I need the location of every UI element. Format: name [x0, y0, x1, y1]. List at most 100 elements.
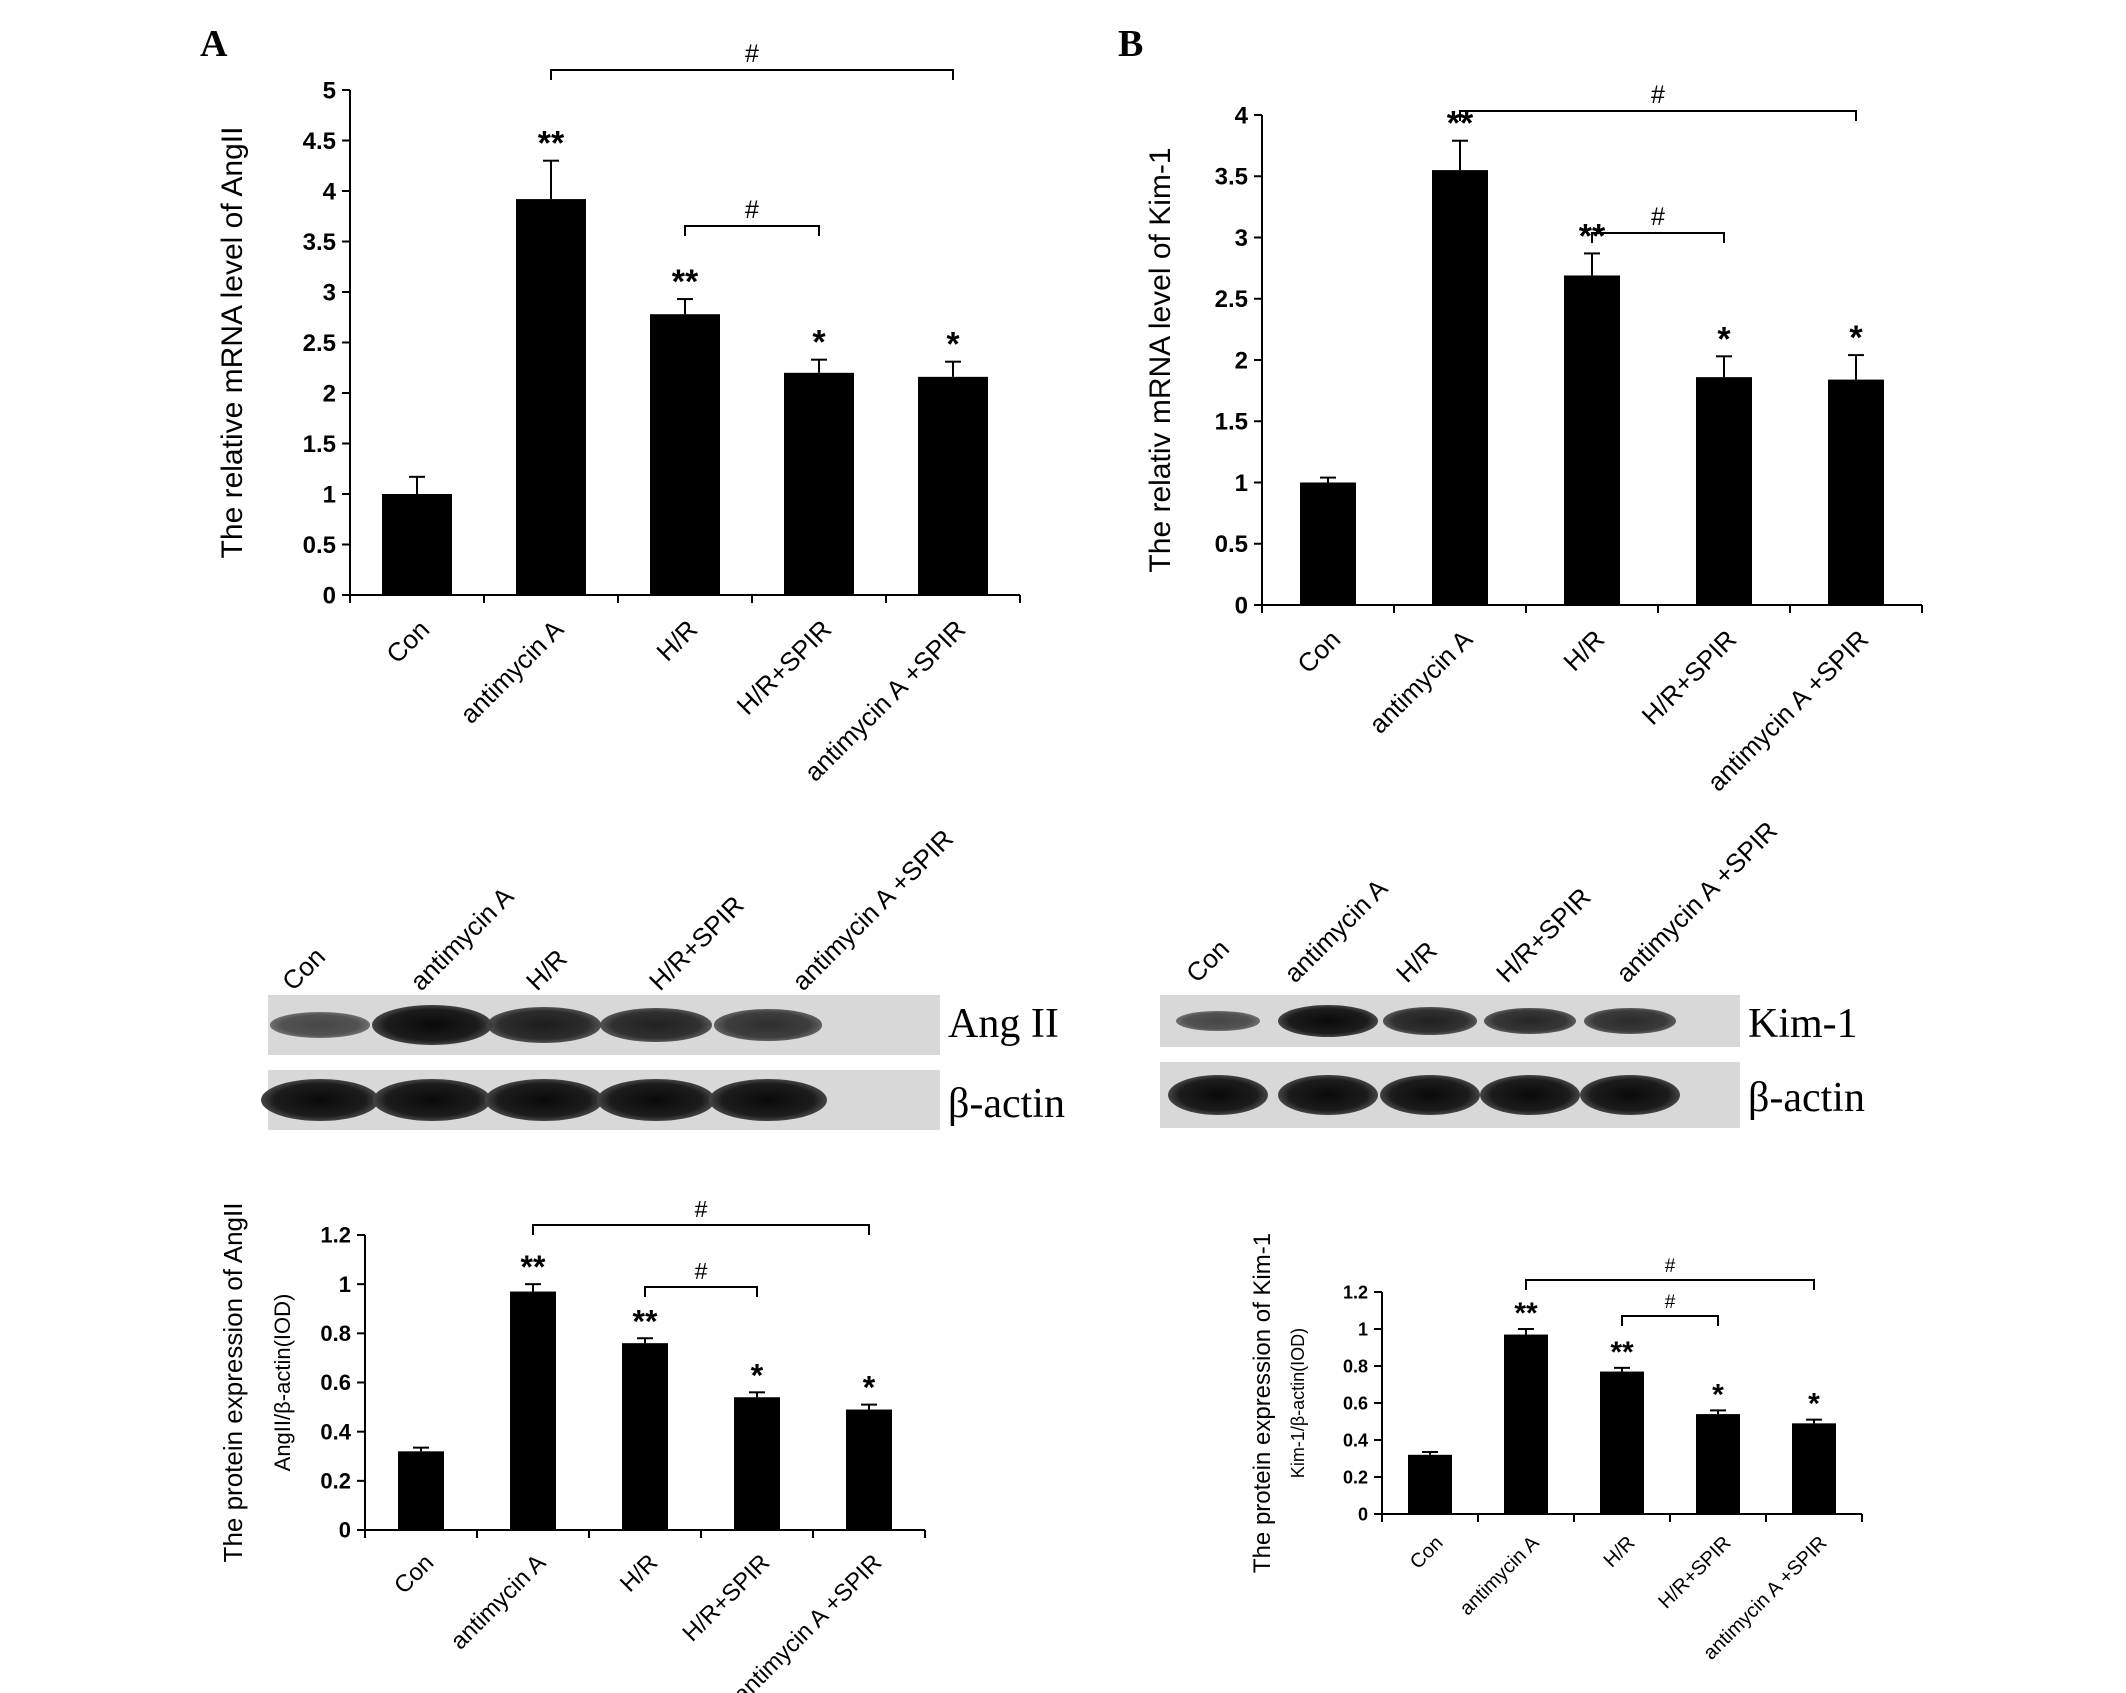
x-tick-label: H/R: [1557, 624, 1610, 677]
significance-bracket: [1621, 1315, 1719, 1326]
y-axis-subtitle: AngII/β-actin(IOD): [270, 1294, 295, 1472]
bracket-label: #: [1665, 1292, 1676, 1313]
significance-bracket: [644, 1286, 758, 1297]
y-tick-label: 1: [323, 481, 336, 508]
bar: [1696, 1414, 1740, 1514]
blot-a-label-beta-actin: β-actin: [948, 1081, 1065, 1127]
significance-bracket: [684, 225, 820, 236]
bar: [1600, 1371, 1644, 1514]
y-tick-label: 4: [323, 178, 337, 205]
significance-mark: *: [812, 324, 826, 362]
significance-mark: **: [1514, 1297, 1538, 1330]
blot-band: [597, 1079, 715, 1121]
y-tick-label: 0.6: [1343, 1393, 1368, 1413]
blot-b-lane-label: Con: [1180, 933, 1236, 989]
blot-band: [709, 1079, 827, 1121]
significance-mark: **: [672, 263, 699, 301]
blot-band: [1176, 1010, 1260, 1032]
blot-band: [1480, 1075, 1580, 1115]
bar: [1696, 377, 1752, 605]
panel-letter-b: B: [1118, 23, 1144, 65]
bracket-label: #: [1651, 203, 1665, 231]
blot-band: [373, 1079, 491, 1121]
significance-mark: *: [751, 1357, 764, 1393]
significance-mark: **: [521, 1249, 546, 1285]
blot-a-lane-label: H/R: [520, 943, 573, 997]
bar: [510, 1291, 556, 1530]
significance-mark: **: [538, 125, 565, 163]
y-tick-label: 0.8: [320, 1321, 351, 1346]
significance-bracket: [1525, 1279, 1815, 1290]
x-tick-label: H/R: [1600, 1532, 1640, 1572]
bracket-label: #: [745, 40, 759, 68]
blot-band: [1380, 1075, 1480, 1115]
significance-mark: *: [946, 326, 960, 364]
chart-a-protein: 0 0.2 0.4 0.6 0.8 1 1.2 Con ** antimycin A ** H/R * H…: [218, 1196, 926, 1693]
y-tick-label: 3.5: [1215, 164, 1248, 191]
y-tick-label: 0.6: [320, 1370, 351, 1395]
blot-band: [1580, 1075, 1680, 1115]
y-tick-label: 1.5: [303, 431, 336, 458]
y-tick-label: 5: [323, 77, 336, 104]
blot-band: [487, 1007, 601, 1043]
y-tick-label: 2.5: [303, 330, 336, 357]
bracket-label: #: [1651, 81, 1665, 109]
y-tick-label: 4: [1235, 102, 1249, 129]
bar: [1408, 1454, 1452, 1514]
bracket-label: #: [695, 1258, 708, 1284]
y-tick-label: 2.5: [1215, 286, 1248, 313]
blot-band: [1278, 1075, 1378, 1115]
y-axis-title: The relative mRNA level of AngII: [216, 127, 249, 559]
blot-band: [269, 1012, 371, 1038]
significance-mark: *: [863, 1370, 876, 1406]
significance-bracket: [1459, 110, 1857, 121]
y-tick-label: 3: [323, 279, 336, 306]
significance-mark: **: [1610, 1336, 1634, 1369]
blot-b-lane-label: antimycin A: [1278, 873, 1394, 989]
x-tick-label: H/R+SPIR: [1636, 624, 1743, 731]
blot-b-lane-label: H/R+SPIR: [1490, 881, 1597, 989]
bracket-label: #: [1665, 1256, 1676, 1277]
y-tick-label: 1: [1358, 1319, 1368, 1339]
bar: [1504, 1334, 1548, 1514]
y-tick-label: 0.5: [1215, 531, 1248, 558]
blot-a-lane-label: antimycin A: [404, 881, 520, 997]
y-tick-label: 0: [1235, 592, 1248, 619]
y-axis-title: The protein expression of Kim-1: [1249, 1233, 1276, 1573]
bar: [1792, 1423, 1836, 1514]
x-tick-label: Con: [1291, 624, 1346, 679]
y-tick-label: 1: [1235, 470, 1248, 497]
y-tick-label: 3.5: [303, 229, 336, 256]
significance-bracket: [550, 69, 954, 80]
significance-mark: *: [1808, 1388, 1820, 1421]
bar: [622, 1343, 668, 1530]
blot-b-lane-label: H/R: [1390, 935, 1443, 989]
bar: [516, 199, 586, 595]
y-tick-label: 2: [323, 380, 336, 407]
blot-band: [1483, 1007, 1577, 1035]
y-tick-label: 2: [1235, 347, 1248, 374]
x-tick-label: H/R: [615, 1549, 663, 1597]
x-tick-label: H/R+SPIR: [731, 614, 838, 721]
significance-bracket: [1591, 232, 1725, 243]
significance-bracket: [532, 1224, 870, 1235]
x-tick-label: antimycin A: [1363, 624, 1479, 740]
blot-band: [485, 1079, 603, 1121]
bar: [1564, 275, 1620, 605]
blot-a-lane-label: H/R+SPIR: [643, 889, 750, 997]
blot-band: [599, 1007, 713, 1043]
bar: [784, 372, 854, 595]
x-tick-label: H/R: [650, 614, 703, 667]
y-tick-label: 1: [339, 1272, 351, 1297]
y-tick-label: 1.2: [1343, 1282, 1368, 1302]
chart-b-protein: 0 0.2 0.4 0.6 0.8 1 1.2 Con ** antimycin A ** H/R * H…: [1249, 1233, 1863, 1664]
blot-b-label-kim-1: Kim-1: [1748, 1001, 1858, 1047]
x-tick-label: Con: [389, 1549, 439, 1599]
y-tick-label: 0.4: [1343, 1430, 1368, 1450]
y-tick-label: 0: [323, 582, 336, 609]
bar: [846, 1409, 892, 1530]
y-tick-label: 1.2: [320, 1223, 351, 1248]
blot-a-label-angii: Ang II: [948, 1001, 1059, 1047]
blot-b-strip-beta-actin: [1160, 1062, 1740, 1128]
